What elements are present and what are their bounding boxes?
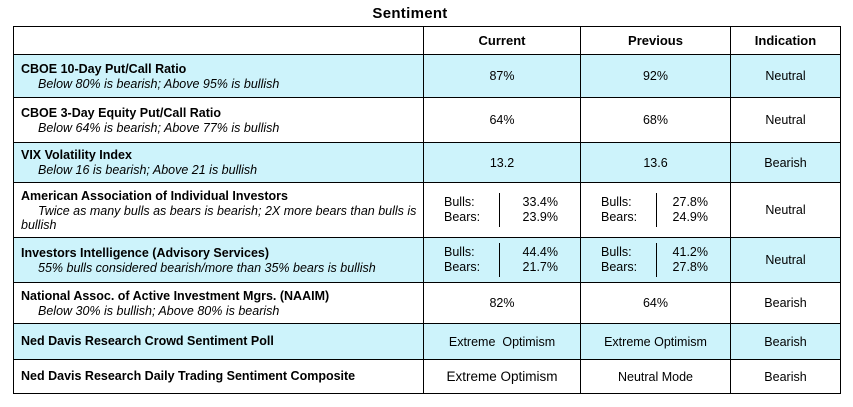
indicator-cell: National Assoc. of Active Investment Mgr… — [13, 282, 424, 324]
indication-value: Bearish — [730, 142, 841, 183]
bears-value: 27.8% — [672, 260, 708, 274]
indication-value: Neutral — [730, 97, 841, 143]
previous-value: Extreme Optimism — [580, 323, 731, 360]
table-row: Ned Davis Research Daily Trading Sentime… — [13, 359, 841, 394]
bulls-label: Bulls: — [601, 245, 632, 259]
bears-value: 24.9% — [672, 210, 708, 224]
indication-value: Bearish — [730, 282, 841, 324]
indicator-name: CBOE 10-Day Put/Call Ratio — [21, 61, 187, 76]
indicator-name: CBOE 3-Day Equity Put/Call Ratio — [21, 105, 222, 120]
indication-value: Neutral — [730, 54, 841, 98]
indicator-cell: Investors Intelligence (Advisory Service… — [13, 237, 424, 283]
header-current: Current — [423, 26, 581, 55]
bears-value: 21.7% — [522, 260, 558, 274]
indicator-name: National Assoc. of Active Investment Mgr… — [21, 288, 330, 303]
current-value: 82% — [423, 282, 581, 324]
current-value: Bulls: Bears: 44.4% 21.7% — [423, 237, 581, 283]
indicator-name: American Association of Individual Inves… — [21, 188, 288, 203]
indicator-cell: Ned Davis Research Crowd Sentiment Poll — [13, 323, 424, 360]
current-value: Bulls: Bears: 33.4% 23.9% — [423, 182, 581, 238]
bears-label: Bears: — [444, 260, 481, 274]
indicator-cell: CBOE 10-Day Put/Call Ratio Below 80% is … — [13, 54, 424, 98]
previous-value: Bulls: Bears: 41.2% 27.8% — [580, 237, 731, 283]
indicator-cell: VIX Volatility Index Below 16 is bearish… — [13, 142, 424, 183]
previous-value: Neutral Mode — [580, 359, 731, 394]
indicator-name: Ned Davis Research Daily Trading Sentime… — [21, 369, 356, 383]
previous-value: Bulls: Bears: 27.8% 24.9% — [580, 182, 731, 238]
indication-value: Neutral — [730, 237, 841, 283]
indication-value: Bearish — [730, 359, 841, 394]
bulls-label: Bulls: — [601, 195, 632, 209]
bulls-label: Bulls: — [444, 195, 475, 209]
indication-value: Neutral — [730, 182, 841, 238]
bulls-value: 33.4% — [522, 195, 558, 209]
indicator-note: Below 30% is bullish; Above 80% is beari… — [38, 303, 280, 318]
header-indicator — [13, 26, 424, 55]
bulls-value: 44.4% — [522, 245, 558, 259]
indicator-name: Ned Davis Research Crowd Sentiment Poll — [21, 334, 274, 348]
header-previous: Previous — [580, 26, 731, 55]
indication-value: Bearish — [730, 323, 841, 360]
indicator-note: Below 64% is bearish; Above 77% is bulli… — [38, 120, 280, 135]
bears-label: Bears: — [601, 260, 638, 274]
indicator-cell: CBOE 3-Day Equity Put/Call Ratio Below 6… — [13, 97, 424, 143]
current-value: 87% — [423, 54, 581, 98]
indicator-name: VIX Volatility Index — [21, 148, 132, 162]
current-value: Extreme Optimism — [423, 359, 581, 394]
table-row: Investors Intelligence (Advisory Service… — [13, 237, 841, 283]
bulls-value: 41.2% — [672, 245, 708, 259]
table-row: American Association of Individual Inves… — [13, 182, 841, 238]
previous-value: 13.6 — [580, 142, 731, 183]
header-row: Current Previous Indication — [13, 26, 841, 55]
indicator-cell: Ned Davis Research Daily Trading Sentime… — [13, 359, 424, 394]
indicator-name: Investors Intelligence (Advisory Service… — [21, 245, 270, 260]
indicator-cell: American Association of Individual Inves… — [13, 182, 424, 238]
current-value: Extreme Optimism — [423, 323, 581, 360]
previous-value: 64% — [580, 282, 731, 324]
bears-label: Bears: — [444, 210, 481, 224]
table-row: VIX Volatility Index Below 16 is bearish… — [13, 142, 841, 183]
header-indication: Indication — [730, 26, 841, 55]
current-value: 13.2 — [423, 142, 581, 183]
table-title: Sentiment — [372, 5, 448, 22]
indicator-note: Below 80% is bearish; Above 95% is bulli… — [38, 76, 280, 91]
sentiment-table: Current Previous Indication CBOE 10-Day … — [13, 26, 841, 394]
bulls-value: 27.8% — [672, 195, 708, 209]
previous-value: 92% — [580, 54, 731, 98]
indicator-note: Twice as many bulls as bears is bearish;… — [21, 203, 417, 232]
table-row: CBOE 3-Day Equity Put/Call Ratio Below 6… — [13, 97, 841, 143]
indicator-note: 55% bulls considered bearish/more than 3… — [38, 260, 376, 275]
previous-value: 68% — [580, 97, 731, 143]
indicator-note: Below 16 is bearish; Above 21 is bullish — [38, 163, 258, 177]
current-value: 64% — [423, 97, 581, 143]
table-row: CBOE 10-Day Put/Call Ratio Below 80% is … — [13, 54, 841, 98]
bears-value: 23.9% — [522, 210, 558, 224]
bulls-label: Bulls: — [444, 245, 475, 259]
table-row: National Assoc. of Active Investment Mgr… — [13, 282, 841, 324]
table-row: Ned Davis Research Crowd Sentiment Poll … — [13, 323, 841, 360]
bears-label: Bears: — [601, 210, 638, 224]
